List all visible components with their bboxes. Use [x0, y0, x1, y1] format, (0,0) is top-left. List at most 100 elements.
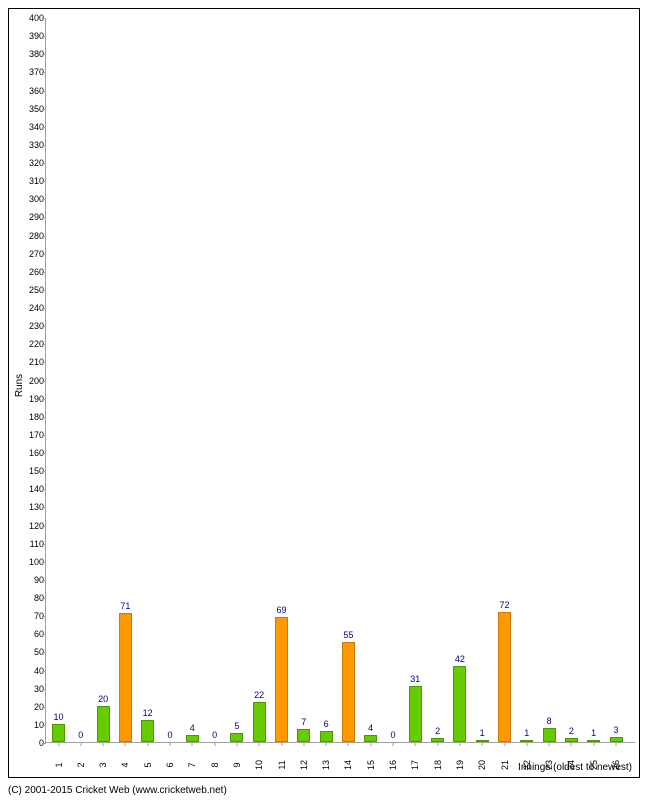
y-tick-mark [42, 689, 46, 690]
x-tick-mark [103, 742, 104, 746]
bar [320, 731, 333, 742]
bar-value-label: 55 [343, 630, 353, 640]
x-tick-mark [170, 742, 171, 746]
bar-value-label: 42 [455, 654, 465, 664]
y-tick-mark [42, 598, 46, 599]
bar-value-label: 0 [167, 730, 172, 740]
bar-value-label: 12 [143, 708, 153, 718]
bar [498, 612, 511, 743]
y-tick-mark [42, 308, 46, 309]
y-axis-label: Runs [14, 374, 25, 397]
x-tick-label: 6 [165, 762, 175, 767]
y-tick-mark [42, 489, 46, 490]
x-tick-label: 3 [98, 762, 108, 767]
y-tick-mark [42, 580, 46, 581]
y-tick-mark [42, 181, 46, 182]
x-tick-mark [393, 742, 394, 746]
bar [342, 642, 355, 742]
x-tick-label: 1 [54, 762, 64, 767]
y-tick-mark [42, 399, 46, 400]
bar-value-label: 0 [390, 730, 395, 740]
bar-value-label: 1 [591, 728, 596, 738]
y-tick-mark [42, 145, 46, 146]
y-tick-mark [42, 217, 46, 218]
bar-value-label: 3 [613, 725, 618, 735]
y-tick-mark [42, 18, 46, 19]
x-tick-mark [58, 742, 59, 746]
x-tick-label: 16 [388, 760, 398, 770]
x-tick-mark [125, 742, 126, 746]
bar-value-label: 31 [410, 674, 420, 684]
x-tick-mark [504, 742, 505, 746]
y-tick-mark [42, 634, 46, 635]
y-tick-mark [42, 725, 46, 726]
bar [297, 729, 310, 742]
bar [409, 686, 422, 742]
bar-value-label: 69 [276, 605, 286, 615]
x-tick-label: 18 [433, 760, 443, 770]
y-tick-mark [42, 526, 46, 527]
x-tick-mark [437, 742, 438, 746]
x-tick-mark [482, 742, 483, 746]
x-tick-mark [147, 742, 148, 746]
chart-container: 0102030405060708090100110120130140150160… [0, 0, 650, 800]
x-tick-label: 9 [232, 762, 242, 767]
y-tick-mark [42, 671, 46, 672]
bar-value-label: 2 [569, 726, 574, 736]
bar [141, 720, 154, 742]
bar-value-label: 71 [120, 601, 130, 611]
x-tick-label: 21 [500, 760, 510, 770]
y-tick-mark [42, 344, 46, 345]
x-tick-label: 8 [210, 762, 220, 767]
y-tick-mark [42, 127, 46, 128]
x-tick-label: 19 [455, 760, 465, 770]
y-tick-mark [42, 54, 46, 55]
y-tick-mark [42, 72, 46, 73]
bar-value-label: 8 [547, 716, 552, 726]
y-tick-mark [42, 616, 46, 617]
bar-value-label: 6 [324, 719, 329, 729]
x-axis-label: Innings (oldest to newest) [518, 762, 632, 773]
x-tick-mark [80, 742, 81, 746]
y-tick-mark [42, 362, 46, 363]
x-tick-mark [571, 742, 572, 746]
bar [364, 735, 377, 742]
plot-area: 0102030405060708090100110120130140150160… [45, 18, 635, 743]
x-tick-mark [303, 742, 304, 746]
bar [230, 733, 243, 742]
bar-value-label: 20 [98, 694, 108, 704]
y-tick-mark [42, 562, 46, 563]
x-tick-label: 14 [343, 760, 353, 770]
bar [453, 666, 466, 742]
y-tick-mark [42, 471, 46, 472]
bar-value-label: 4 [368, 723, 373, 733]
x-tick-mark [616, 742, 617, 746]
bar-value-label: 0 [212, 730, 217, 740]
bar [275, 617, 288, 742]
bar [186, 735, 199, 742]
y-tick-mark [42, 652, 46, 653]
y-tick-mark [42, 381, 46, 382]
bar-value-label: 7 [301, 717, 306, 727]
y-tick-mark [42, 254, 46, 255]
bar-value-label: 4 [190, 723, 195, 733]
y-tick-mark [42, 453, 46, 454]
bar-value-label: 1 [480, 728, 485, 738]
y-tick-mark [42, 544, 46, 545]
bar [97, 706, 110, 742]
x-tick-label: 7 [187, 762, 197, 767]
bar-value-label: 2 [435, 726, 440, 736]
x-tick-mark [370, 742, 371, 746]
x-tick-label: 2 [76, 762, 86, 767]
x-tick-mark [549, 742, 550, 746]
y-tick-mark [42, 199, 46, 200]
y-tick-mark [42, 326, 46, 327]
copyright-text: (C) 2001-2015 Cricket Web (www.cricketwe… [8, 785, 227, 796]
y-tick-mark [42, 507, 46, 508]
x-tick-label: 4 [120, 762, 130, 767]
y-tick-mark [42, 236, 46, 237]
x-tick-label: 13 [321, 760, 331, 770]
x-tick-label: 11 [277, 760, 287, 769]
x-tick-mark [259, 742, 260, 746]
x-tick-label: 15 [366, 760, 376, 770]
